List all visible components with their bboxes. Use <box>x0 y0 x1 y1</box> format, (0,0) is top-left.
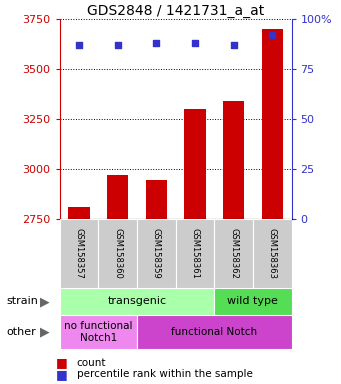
Point <box>192 40 198 46</box>
Text: GSM158357: GSM158357 <box>74 228 84 279</box>
Bar <box>137 315 292 349</box>
Text: ■: ■ <box>56 368 68 381</box>
Bar <box>176 219 214 288</box>
Text: no functional
Notch1: no functional Notch1 <box>64 321 133 343</box>
Bar <box>60 315 137 349</box>
Bar <box>137 219 176 288</box>
Bar <box>68 207 90 219</box>
Text: ▶: ▶ <box>40 326 49 339</box>
Text: count: count <box>77 358 106 368</box>
Point <box>231 42 236 48</box>
Point <box>153 40 159 46</box>
Title: GDS2848 / 1421731_a_at: GDS2848 / 1421731_a_at <box>87 4 264 18</box>
Text: GSM158362: GSM158362 <box>229 228 238 279</box>
Text: wild type: wild type <box>227 296 278 306</box>
Point <box>76 42 82 48</box>
Bar <box>262 29 283 219</box>
Text: ■: ■ <box>56 356 68 369</box>
Text: functional Notch: functional Notch <box>171 327 257 337</box>
Bar <box>253 219 292 288</box>
Point <box>269 32 275 38</box>
Text: GSM158361: GSM158361 <box>190 228 199 279</box>
Text: GSM158359: GSM158359 <box>152 228 161 279</box>
Text: GSM158360: GSM158360 <box>113 228 122 279</box>
Bar <box>223 101 244 219</box>
Bar <box>214 219 253 288</box>
Point <box>115 42 120 48</box>
Bar <box>60 219 98 288</box>
Bar <box>98 219 137 288</box>
Bar <box>146 180 167 219</box>
Text: other: other <box>7 327 36 337</box>
Bar <box>107 175 128 219</box>
Text: transgenic: transgenic <box>107 296 166 306</box>
Text: ▶: ▶ <box>40 295 49 308</box>
Bar <box>60 288 214 315</box>
Bar <box>214 288 292 315</box>
Text: GSM158363: GSM158363 <box>268 228 277 279</box>
Bar <box>184 109 206 219</box>
Text: strain: strain <box>7 296 39 306</box>
Text: percentile rank within the sample: percentile rank within the sample <box>77 369 253 379</box>
